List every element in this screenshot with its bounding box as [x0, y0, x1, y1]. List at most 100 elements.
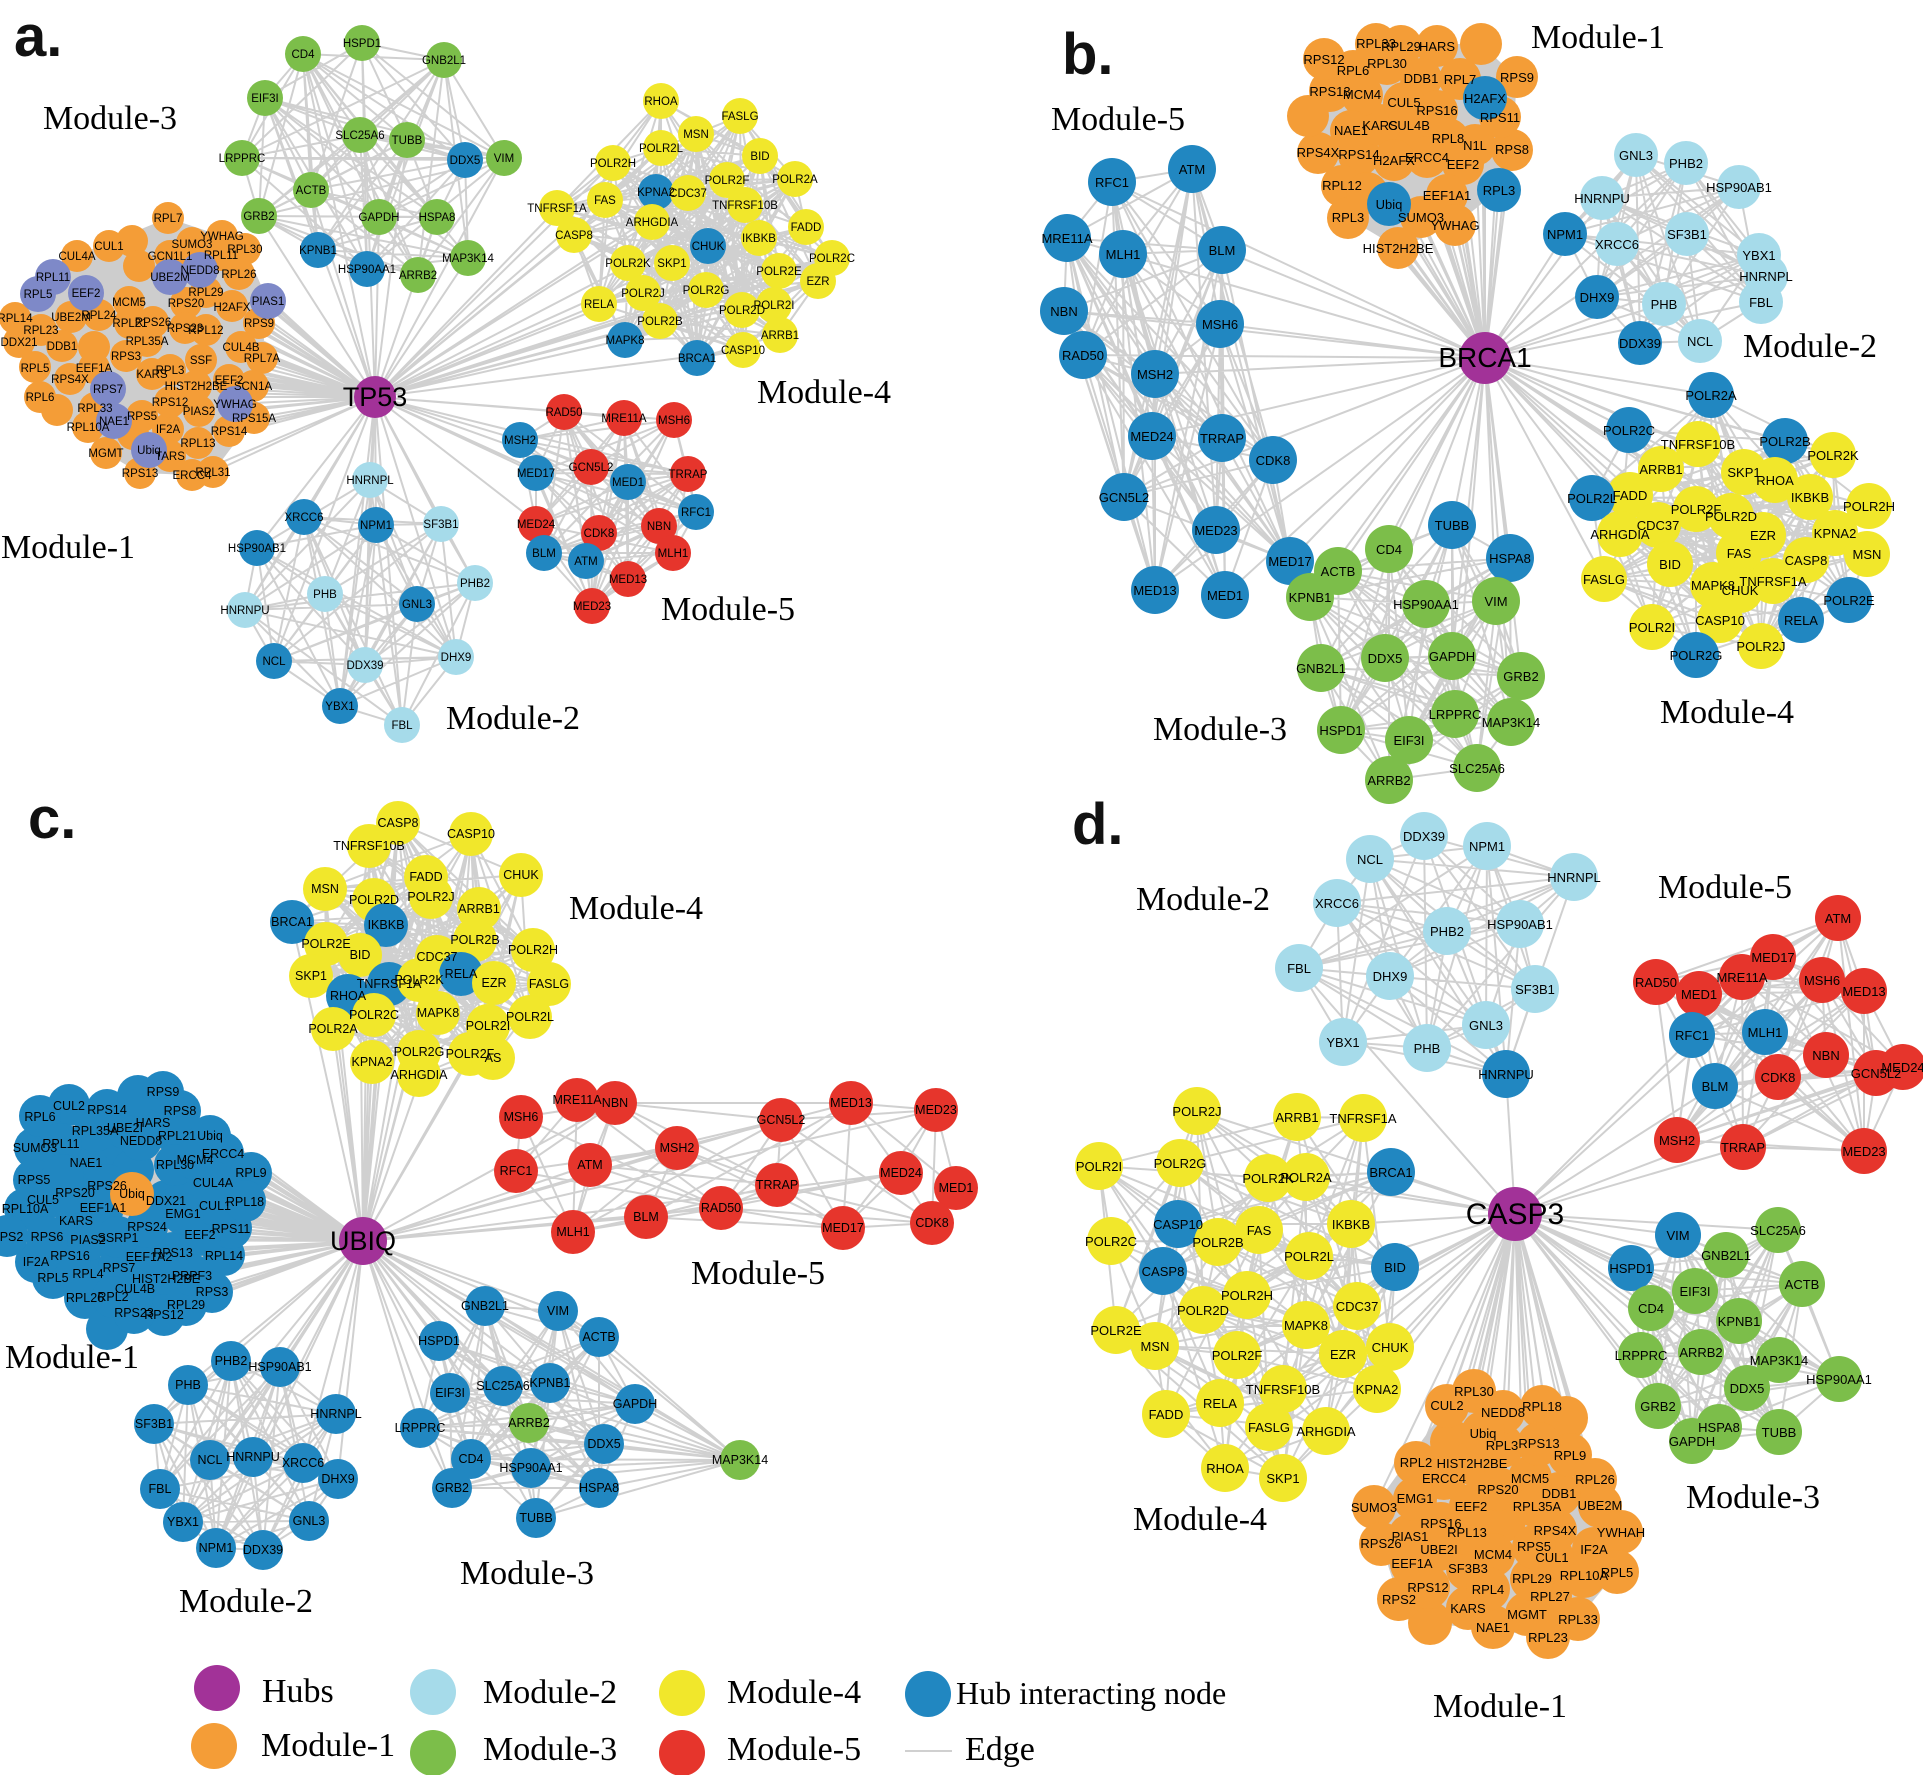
svg-text:KPNA2: KPNA2 [637, 187, 675, 199]
svg-text:POLR2F: POLR2F [446, 1047, 495, 1061]
svg-text:RPL13: RPL13 [1447, 1525, 1487, 1540]
svg-text:RPS16: RPS16 [50, 1249, 90, 1263]
svg-text:RPL12: RPL12 [188, 325, 223, 337]
svg-text:RPS8: RPS8 [1495, 142, 1529, 157]
svg-text:ARHGDIA: ARHGDIA [1296, 1424, 1356, 1439]
svg-text:POLR2H: POLR2H [508, 943, 558, 957]
svg-text:DDX21: DDX21 [146, 1194, 186, 1208]
svg-text:POLR2D: POLR2D [1177, 1303, 1229, 1318]
svg-text:ERCC4: ERCC4 [173, 470, 213, 482]
svg-text:MED23: MED23 [1842, 1144, 1885, 1159]
svg-text:DDX5: DDX5 [450, 155, 481, 167]
svg-text:Module-2: Module-2 [1743, 328, 1877, 365]
svg-text:RPL3: RPL3 [1483, 183, 1516, 198]
svg-text:ARRB1: ARRB1 [1639, 462, 1682, 477]
svg-text:CASP8: CASP8 [555, 230, 593, 242]
svg-text:IF2A: IF2A [156, 424, 181, 436]
svg-text:UBE2M: UBE2M [51, 312, 91, 324]
svg-text:GCN5L2: GCN5L2 [1851, 1066, 1902, 1081]
svg-text:POLR2I: POLR2I [466, 1019, 510, 1033]
svg-text:EIF3I: EIF3I [1679, 1284, 1710, 1299]
svg-text:HSPD1: HSPD1 [1609, 1261, 1652, 1276]
svg-text:MRE11A: MRE11A [1716, 970, 1767, 985]
svg-text:RPL5: RPL5 [24, 289, 53, 301]
svg-text:HNRNPU: HNRNPU [1574, 191, 1630, 206]
svg-text:ARRB1: ARRB1 [761, 330, 799, 342]
svg-text:RPS2: RPS2 [1382, 1592, 1416, 1607]
svg-text:RPS26: RPS26 [1360, 1536, 1401, 1551]
svg-text:RPS11: RPS11 [212, 1222, 251, 1236]
svg-text:MLH1: MLH1 [1748, 1025, 1783, 1040]
svg-text:KARS: KARS [59, 1214, 93, 1228]
svg-text:MRE11A: MRE11A [1041, 231, 1092, 246]
svg-text:IKBKB: IKBKB [368, 918, 405, 932]
svg-text:MED1: MED1 [1681, 987, 1717, 1002]
svg-text:MED24: MED24 [1881, 1060, 1923, 1075]
svg-text:SF3B3: SF3B3 [1448, 1561, 1488, 1576]
svg-text:HSP90AA1: HSP90AA1 [338, 264, 396, 276]
svg-text:SUMO3: SUMO3 [1398, 210, 1444, 225]
svg-text:POLR2A: POLR2A [308, 1022, 358, 1036]
svg-text:Hub interacting node: Hub interacting node [956, 1675, 1226, 1711]
svg-text:ARHGDIA: ARHGDIA [1590, 527, 1650, 542]
svg-text:IKBKB: IKBKB [742, 233, 776, 245]
svg-text:RPS9: RPS9 [244, 318, 274, 330]
svg-text:CUL4A: CUL4A [58, 251, 95, 263]
svg-text:RPS7: RPS7 [103, 1261, 136, 1275]
svg-text:HARS: HARS [1419, 39, 1455, 54]
svg-text:GNB2L1: GNB2L1 [1296, 661, 1346, 676]
svg-text:CDK8: CDK8 [1256, 453, 1291, 468]
svg-text:MED24: MED24 [880, 1166, 922, 1180]
svg-text:Module-1: Module-1 [5, 1339, 139, 1376]
svg-text:POLR2A: POLR2A [1685, 388, 1737, 403]
svg-text:DDX39: DDX39 [1619, 336, 1661, 351]
svg-text:EZR: EZR [807, 276, 830, 288]
svg-text:RPL12: RPL12 [1322, 178, 1362, 193]
svg-text:SSRP1: SSRP1 [98, 1231, 139, 1245]
svg-text:GAPDH: GAPDH [1669, 1434, 1715, 1449]
svg-text:ERCC4: ERCC4 [1405, 150, 1449, 165]
svg-text:MED13: MED13 [609, 574, 647, 586]
svg-text:RPS12: RPS12 [1303, 52, 1344, 67]
svg-text:POLR2C: POLR2C [809, 253, 855, 265]
svg-text:POLR2L: POLR2L [639, 143, 684, 155]
svg-text:MED1: MED1 [939, 1181, 974, 1195]
svg-text:RELA: RELA [1203, 1396, 1237, 1411]
svg-text:EEF1A: EEF1A [76, 363, 113, 375]
svg-text:MED13: MED13 [1133, 583, 1176, 598]
svg-text:RPS8: RPS8 [164, 1104, 197, 1118]
svg-text:Module-3: Module-3 [1153, 711, 1287, 748]
svg-text:FADD: FADD [1149, 1407, 1184, 1422]
svg-text:HSPD1: HSPD1 [343, 38, 381, 50]
svg-text:POLR2E: POLR2E [1090, 1323, 1142, 1338]
svg-text:MAP3K14: MAP3K14 [442, 253, 494, 265]
svg-text:POLR2B: POLR2B [637, 316, 683, 328]
svg-text:RPL7: RPL7 [154, 213, 183, 225]
svg-text:SLC25A6: SLC25A6 [335, 130, 384, 142]
svg-text:NPM1: NPM1 [1469, 839, 1505, 854]
svg-text:CDC37: CDC37 [1637, 518, 1680, 533]
svg-text:MED1: MED1 [1207, 588, 1243, 603]
svg-text:EIF3I: EIF3I [435, 1386, 465, 1400]
svg-text:BLM: BLM [1209, 243, 1236, 258]
svg-text:FBL: FBL [1287, 961, 1311, 976]
svg-text:ACTB: ACTB [582, 1330, 615, 1344]
svg-text:TRRAP: TRRAP [756, 1178, 798, 1192]
svg-text:TUBB: TUBB [519, 1511, 552, 1525]
svg-text:RPL30: RPL30 [1454, 1384, 1494, 1399]
svg-text:RPL6: RPL6 [24, 1110, 55, 1124]
svg-text:POLR2K: POLR2K [605, 258, 651, 270]
svg-text:LRPPRC: LRPPRC [395, 1421, 446, 1435]
svg-text:BLM: BLM [532, 548, 556, 560]
svg-text:ARRB2: ARRB2 [508, 1416, 550, 1430]
svg-text:NBN: NBN [1050, 304, 1077, 319]
svg-text:UBE2I: UBE2I [107, 1121, 143, 1135]
svg-text:NBN: NBN [647, 521, 671, 533]
svg-text:RPS4X: RPS4X [51, 374, 89, 386]
svg-text:BRCA1: BRCA1 [271, 915, 313, 929]
svg-text:MED17: MED17 [1268, 554, 1311, 569]
svg-text:RPL29: RPL29 [188, 287, 223, 299]
svg-text:Edge: Edge [965, 1731, 1035, 1768]
svg-text:RPS14: RPS14 [87, 1103, 127, 1117]
svg-text:SKP1: SKP1 [1266, 1471, 1299, 1486]
